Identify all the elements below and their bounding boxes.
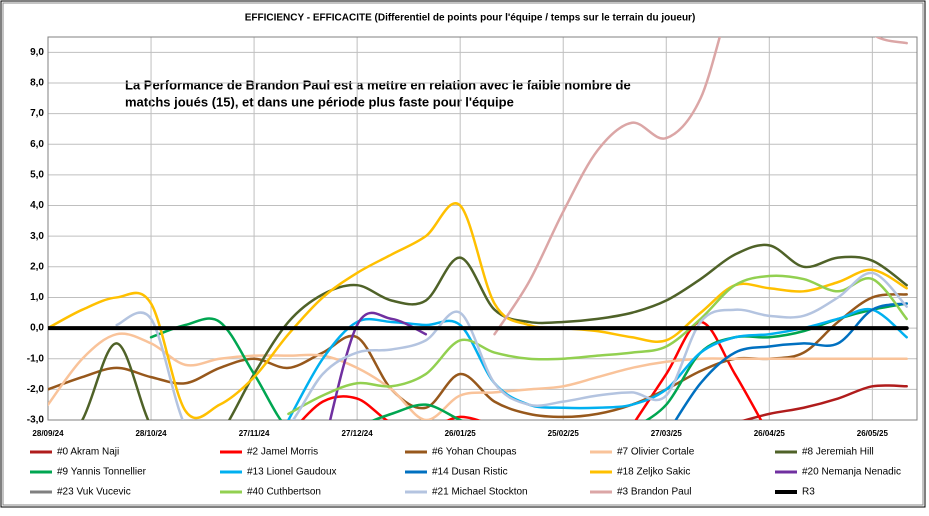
series-line [115, 271, 908, 420]
x-tick-label: 28/09/24 [32, 429, 64, 438]
y-tick-label: 2,0 [30, 261, 44, 272]
series-line [287, 274, 908, 416]
series-line [300, 395, 482, 420]
y-tick-label: 4,0 [30, 200, 44, 211]
annotation: La Performance de Brandon Paul est a met… [125, 77, 631, 92]
plot-area [47, 36, 918, 421]
x-tick-label: 27/11/24 [239, 429, 270, 438]
y-tick-label: 7,0 [30, 108, 44, 119]
series-group [48, 37, 909, 420]
legend-label: #9 Yannis Tonnellier [57, 467, 147, 478]
y-tick-label: -3,0 [27, 415, 45, 426]
legend-label: R3 [802, 487, 815, 498]
legend-label: #40 Cuthbertson [247, 487, 321, 498]
y-tick-label: 0,0 [30, 323, 44, 334]
series-line [48, 332, 908, 420]
series-line [48, 202, 908, 420]
y-tick-label: 3,0 [30, 231, 44, 242]
legend-label: #13 Lionel Gaudoux [247, 467, 337, 478]
y-tick-label: 5,0 [30, 170, 44, 181]
y-tick-label: -1,0 [27, 353, 45, 364]
series-line [149, 317, 464, 420]
x-tick-label: 28/10/24 [135, 429, 167, 438]
legend-label: #6 Yohan Choupas [432, 447, 517, 458]
x-tick-label: 27/12/24 [342, 429, 374, 438]
annotation: matchs joués (15), et dans une période p… [125, 94, 514, 109]
legend-label: #7 Olivier Cortale [617, 447, 695, 458]
chart-title: EFFICIENCY - EFFICACITE (Differentiel de… [245, 13, 696, 24]
series-line [80, 243, 908, 420]
y-tick-label: 8,0 [30, 78, 44, 89]
frame-inner [2, 2, 924, 506]
x-tick-label: 26/04/25 [754, 429, 786, 438]
x-tick-label: 27/03/25 [651, 429, 683, 438]
legend-label: #3 Brandon Paul [617, 487, 692, 498]
legend-label: #20 Nemanja Nenadic [802, 467, 901, 478]
series-line [674, 302, 908, 420]
y-tick-label: 1,0 [30, 292, 44, 303]
legend-label: #8 Jeremiah Hill [802, 447, 874, 458]
y-tick-label: 9,0 [30, 47, 44, 58]
legend-label: #23 Vuk Vucevic [57, 487, 131, 498]
legend-label: #21 Michael Stockton [432, 487, 528, 498]
y-tick-label: -2,0 [27, 384, 45, 395]
legend-label: #18 Zeljko Sakic [617, 467, 690, 478]
legend-label: #2 Jamel Morris [247, 447, 318, 458]
series-line [328, 311, 428, 420]
legend-label: #0 Akram Naji [57, 447, 119, 458]
x-tick-label: 26/05/25 [857, 429, 889, 438]
y-tick-label: 6,0 [30, 139, 44, 150]
series-line [644, 302, 908, 420]
x-tick-label: 25/02/25 [548, 429, 580, 438]
series-line [493, 37, 908, 336]
series-line [741, 384, 908, 420]
x-tick-label: 26/01/25 [445, 429, 477, 438]
legend-label: #14 Dusan Ristic [432, 467, 508, 478]
